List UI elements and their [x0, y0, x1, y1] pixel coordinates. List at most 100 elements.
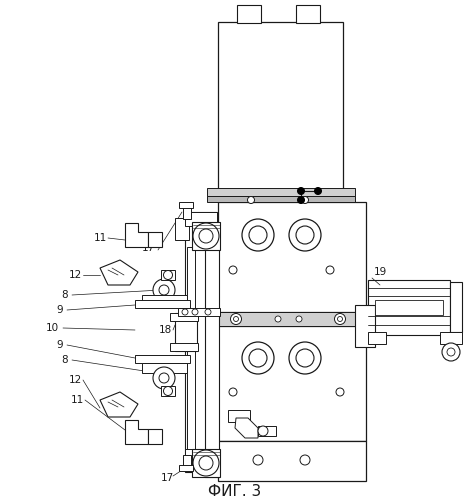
Circle shape — [326, 266, 334, 274]
Polygon shape — [100, 260, 138, 285]
Circle shape — [234, 316, 239, 321]
Circle shape — [334, 313, 346, 324]
Circle shape — [199, 229, 213, 243]
Circle shape — [153, 367, 175, 389]
Text: 18: 18 — [159, 325, 172, 335]
Text: 17: 17 — [141, 243, 155, 253]
Text: 11: 11 — [70, 395, 83, 405]
Circle shape — [289, 219, 321, 251]
Text: 10: 10 — [45, 323, 59, 333]
Text: 12: 12 — [68, 375, 82, 385]
Circle shape — [242, 219, 274, 251]
Circle shape — [164, 387, 173, 396]
Bar — [296, 5, 320, 23]
Bar — [375, 300, 443, 315]
Bar — [135, 355, 190, 363]
Bar — [368, 280, 450, 335]
Bar — [142, 295, 187, 305]
Circle shape — [248, 197, 255, 204]
Bar — [207, 188, 355, 196]
Circle shape — [297, 197, 304, 204]
Polygon shape — [100, 392, 138, 417]
Circle shape — [258, 426, 268, 436]
Bar — [179, 202, 193, 208]
Polygon shape — [235, 418, 258, 438]
Circle shape — [192, 309, 198, 315]
Circle shape — [296, 226, 314, 244]
Bar — [170, 313, 198, 321]
Circle shape — [182, 309, 188, 315]
Circle shape — [338, 316, 342, 321]
Circle shape — [336, 388, 344, 396]
Circle shape — [193, 223, 219, 249]
Bar — [207, 196, 355, 202]
Circle shape — [296, 316, 302, 322]
Bar — [355, 305, 375, 347]
Bar — [185, 449, 217, 463]
Text: 12: 12 — [68, 270, 82, 280]
Text: ФИГ. 3: ФИГ. 3 — [208, 484, 262, 499]
Circle shape — [249, 349, 267, 367]
Text: 11: 11 — [93, 233, 106, 243]
Bar — [135, 300, 190, 308]
Text: 9: 9 — [57, 340, 63, 350]
Polygon shape — [125, 223, 148, 247]
Bar — [205, 247, 219, 477]
Bar — [179, 465, 193, 471]
Polygon shape — [148, 232, 162, 247]
Polygon shape — [125, 420, 148, 444]
Text: 17: 17 — [160, 473, 174, 483]
Bar — [228, 410, 250, 422]
Bar — [218, 312, 366, 326]
Bar — [185, 212, 217, 472]
Bar — [175, 218, 189, 240]
Bar — [178, 308, 220, 316]
Bar — [185, 212, 217, 226]
Bar — [183, 205, 191, 219]
Bar — [218, 326, 366, 441]
Circle shape — [253, 455, 263, 465]
Circle shape — [442, 343, 460, 361]
Polygon shape — [148, 429, 162, 444]
Circle shape — [302, 197, 309, 204]
Circle shape — [193, 450, 219, 476]
Text: 9: 9 — [57, 305, 63, 315]
Circle shape — [199, 456, 213, 470]
Circle shape — [275, 316, 281, 322]
Circle shape — [164, 270, 173, 279]
Bar — [175, 313, 197, 351]
Bar — [170, 343, 198, 351]
Bar — [218, 22, 343, 200]
Circle shape — [300, 455, 310, 465]
Circle shape — [159, 373, 169, 383]
Bar — [192, 449, 220, 477]
Circle shape — [159, 285, 169, 295]
Circle shape — [296, 349, 314, 367]
Circle shape — [315, 188, 322, 195]
Circle shape — [289, 342, 321, 374]
Circle shape — [447, 348, 455, 356]
Bar — [192, 222, 220, 250]
Circle shape — [242, 342, 274, 374]
Bar — [183, 455, 191, 469]
Bar — [142, 363, 187, 373]
Bar — [218, 441, 366, 481]
Text: 19: 19 — [373, 267, 386, 277]
Bar — [161, 270, 175, 280]
Circle shape — [249, 226, 267, 244]
Circle shape — [230, 313, 242, 324]
Bar — [218, 202, 366, 312]
Text: 8: 8 — [62, 355, 68, 365]
Bar — [187, 247, 195, 462]
Bar — [237, 5, 261, 23]
Circle shape — [229, 266, 237, 274]
Circle shape — [205, 309, 211, 315]
Bar — [258, 426, 276, 436]
Bar — [450, 282, 462, 332]
Circle shape — [297, 188, 304, 195]
Text: 8: 8 — [62, 290, 68, 300]
Bar — [161, 386, 175, 396]
Bar — [440, 332, 462, 344]
Circle shape — [153, 279, 175, 301]
Bar — [368, 332, 386, 344]
